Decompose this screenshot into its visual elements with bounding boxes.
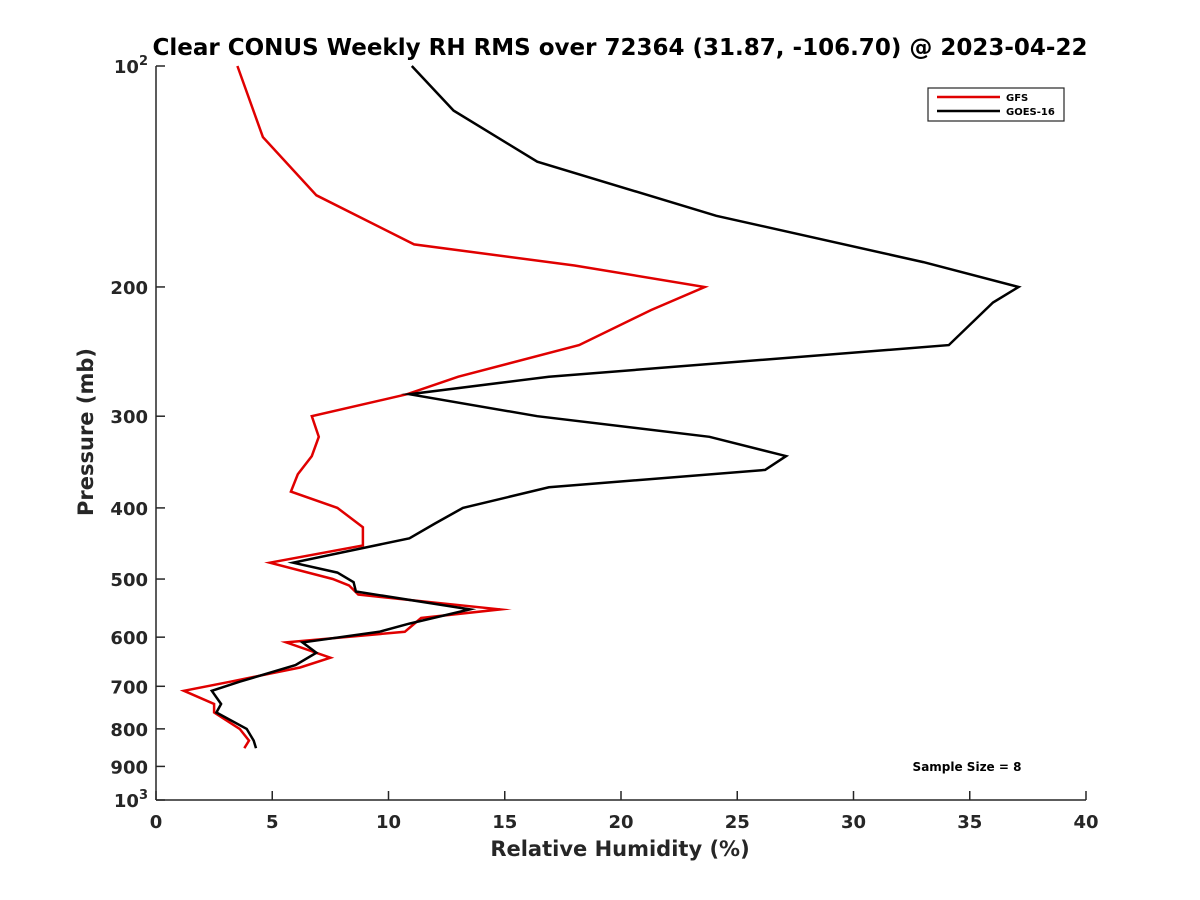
y-tick-label: 800 [110, 720, 148, 741]
x-tick-label: 25 [725, 812, 750, 833]
y-tick-label: 500 [110, 570, 148, 591]
y-tick-label: 300 [110, 407, 148, 428]
x-tick-label: 0 [150, 812, 163, 833]
x-tick-label: 40 [1073, 812, 1098, 833]
x-tick-label: 5 [266, 812, 279, 833]
series-line-gfs [179, 65, 710, 749]
y-tick-label: 400 [110, 499, 148, 520]
x-axis-label: Relative Humidity (%) [490, 837, 749, 861]
axes: 0 5 10 15 20 25 30 35 40 102 200 300 400 500 600 700 800… [110, 54, 1098, 833]
x-tick-label: 15 [492, 812, 517, 833]
y-tick-label: 200 [110, 278, 148, 299]
y-tick-label: 900 [110, 757, 148, 778]
x-tick-label: 35 [957, 812, 982, 833]
legend-box [927, 87, 1065, 122]
chart-title: Clear CONUS Weekly RH RMS over 72364 (31… [153, 35, 1088, 61]
y-tick-label: 103 [114, 788, 148, 812]
plot-area [179, 65, 1022, 749]
sample-size-annotation: Sample Size = 8 [913, 760, 1022, 774]
x-tick-label: 30 [841, 812, 866, 833]
x-tick-label: 10 [376, 812, 401, 833]
y-axis-label: Pressure (mb) [74, 348, 98, 516]
legend-label: GFS [1006, 93, 1028, 104]
legend: GFS GOES-16 [927, 87, 1065, 122]
y-tick-label: 102 [114, 54, 148, 78]
y-tick-label: 600 [110, 628, 148, 649]
y-tick-label: 700 [110, 677, 148, 698]
series-line-goes-16 [209, 65, 1022, 749]
legend-label: GOES-16 [1006, 107, 1055, 118]
x-tick-label: 20 [608, 812, 633, 833]
